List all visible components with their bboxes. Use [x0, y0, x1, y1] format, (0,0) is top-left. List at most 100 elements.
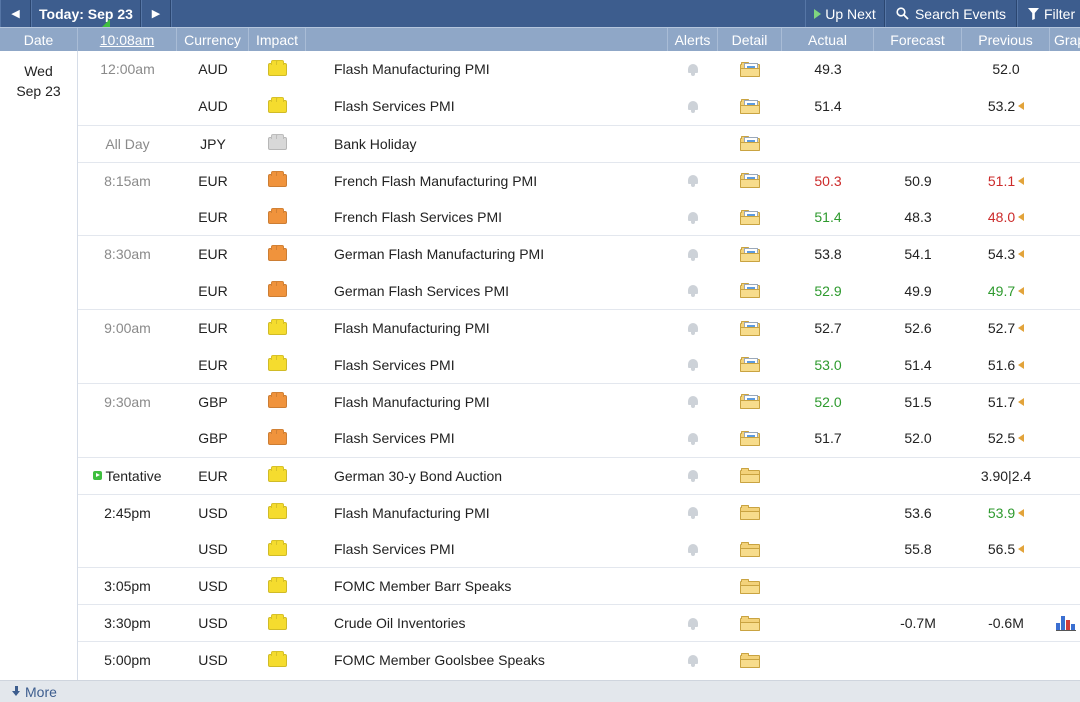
alert-cell[interactable] [668, 163, 718, 199]
revised-icon[interactable] [1018, 360, 1025, 369]
bell-icon[interactable] [687, 100, 699, 113]
revised-icon[interactable] [1018, 250, 1025, 259]
event-title[interactable]: Flash Services PMI [334, 356, 455, 373]
alert-cell[interactable] [668, 531, 718, 568]
detail-folder-icon[interactable] [740, 394, 760, 410]
event-title[interactable]: Flash Services PMI [334, 430, 455, 447]
alert-cell[interactable] [668, 88, 718, 125]
event-title[interactable]: Bank Holiday [334, 135, 417, 152]
detail-folder-icon[interactable] [740, 61, 760, 77]
detail-cell[interactable] [718, 199, 782, 236]
detail-folder-icon[interactable] [740, 136, 760, 152]
revised-icon[interactable] [1018, 508, 1025, 517]
up-next-button[interactable]: Up Next [805, 0, 885, 27]
bell-icon[interactable] [687, 322, 699, 335]
detail-cell[interactable] [718, 346, 782, 383]
today-button[interactable]: Today: Sep 23 [31, 0, 141, 27]
bell-icon[interactable] [687, 284, 699, 298]
revised-icon[interactable] [1018, 324, 1025, 333]
alert-cell[interactable] [668, 51, 718, 88]
event-row[interactable]: AUD Flash Services PMI 51.4 53.2 [78, 88, 1080, 125]
event-title[interactable]: Flash Manufacturing PMI [334, 320, 490, 337]
event-title[interactable]: German Flash Services PMI [334, 282, 510, 299]
alert-cell[interactable] [668, 605, 718, 641]
event-row[interactable]: USD Flash Services PMI 55.8 56.5 [78, 531, 1080, 568]
prev-day-button[interactable]: ◀ [0, 0, 31, 27]
search-events-button[interactable]: Search Events [885, 0, 1017, 27]
revised-icon[interactable] [1018, 213, 1025, 221]
graph-cell[interactable] [1050, 605, 1080, 641]
detail-folder-icon[interactable] [740, 652, 760, 668]
event-row[interactable]: EUR French Flash Services PMI 51.4 48.3 48.0 [78, 199, 1080, 236]
detail-folder-icon[interactable] [740, 578, 760, 594]
bell-icon[interactable] [687, 432, 699, 445]
revised-icon[interactable] [1018, 434, 1025, 443]
event-title[interactable]: Flash Manufacturing PMI [334, 504, 490, 521]
event-title[interactable]: Flash Services PMI [334, 98, 455, 115]
event-title[interactable]: German 30-y Bond Auction [334, 467, 503, 484]
bell-icon[interactable] [687, 358, 699, 372]
alert-cell[interactable] [668, 384, 718, 420]
alert-cell[interactable] [668, 236, 718, 272]
event-row[interactable]: 9:00am EUR Flash Manufacturing PMI 52.7 52.6… [78, 309, 1080, 346]
revised-icon[interactable] [1018, 102, 1025, 111]
event-title[interactable]: Flash Manufacturing PMI [334, 393, 490, 410]
bell-icon[interactable] [687, 174, 699, 188]
bell-icon[interactable] [687, 469, 699, 483]
event-row[interactable]: EUR Flash Services PMI 53.0 51.4 51.6 [78, 346, 1080, 383]
bell-icon[interactable] [687, 211, 699, 224]
detail-cell[interactable] [718, 420, 782, 457]
alert-cell[interactable] [668, 272, 718, 309]
revised-icon[interactable] [1018, 397, 1025, 406]
revised-icon[interactable] [1018, 286, 1025, 295]
bell-icon[interactable] [687, 506, 699, 520]
detail-cell[interactable] [718, 51, 782, 88]
detail-folder-icon[interactable] [740, 283, 760, 299]
event-title[interactable]: French Flash Manufacturing PMI [334, 172, 538, 189]
detail-folder-icon[interactable] [740, 615, 760, 631]
revised-icon[interactable] [1018, 176, 1025, 185]
bell-icon[interactable] [687, 395, 699, 409]
alert-cell[interactable] [668, 199, 718, 236]
alert-cell[interactable] [668, 310, 718, 346]
detail-folder-icon[interactable] [740, 541, 760, 557]
event-title[interactable]: French Flash Services PMI [334, 209, 503, 225]
detail-folder-icon[interactable] [740, 430, 760, 446]
event-row[interactable]: 3:05pm USD FOMC Member Barr Speaks [78, 567, 1080, 604]
alert-cell[interactable] [668, 420, 718, 457]
event-row[interactable]: 9:30am GBP Flash Manufacturing PMI 52.0 51.5… [78, 383, 1080, 420]
event-title[interactable]: FOMC Member Barr Speaks [334, 578, 512, 595]
header-current-time[interactable]: 10:08am [78, 28, 177, 51]
detail-cell[interactable] [718, 272, 782, 309]
detail-folder-icon[interactable] [740, 98, 760, 114]
event-row[interactable]: 3:30pm USD Crude Oil Inventories -0.7M -0.6M [78, 604, 1080, 641]
detail-folder-icon[interactable] [740, 173, 760, 189]
revised-icon[interactable] [1018, 545, 1025, 554]
event-row[interactable]: Tentative EUR German 30-y Bond Auction 3.90… [78, 456, 1080, 494]
detail-folder-icon[interactable] [740, 468, 760, 484]
bell-icon[interactable] [687, 63, 699, 76]
detail-cell[interactable] [718, 163, 782, 199]
detail-cell[interactable] [718, 495, 782, 531]
detail-cell[interactable] [718, 605, 782, 641]
alert-cell[interactable] [668, 458, 718, 494]
detail-cell[interactable] [718, 642, 782, 678]
detail-folder-icon[interactable] [740, 505, 760, 521]
detail-folder-icon[interactable] [740, 246, 760, 262]
alert-cell[interactable] [668, 495, 718, 531]
detail-cell[interactable] [718, 310, 782, 346]
filter-button[interactable]: Filter [1017, 0, 1080, 27]
event-title[interactable]: German Flash Manufacturing PMI [334, 246, 545, 263]
bell-icon[interactable] [687, 654, 699, 667]
event-title[interactable]: FOMC Member Goolsbee Speaks [334, 652, 545, 669]
detail-cell[interactable] [718, 88, 782, 125]
alert-cell[interactable] [668, 346, 718, 383]
detail-folder-icon[interactable] [740, 209, 760, 225]
detail-cell[interactable] [718, 126, 782, 162]
event-title[interactable]: Crude Oil Inventories [334, 615, 466, 632]
detail-cell[interactable] [718, 458, 782, 494]
detail-cell[interactable] [718, 568, 782, 604]
bar-graph-icon[interactable] [1056, 615, 1076, 632]
more-button[interactable]: More [0, 680, 1080, 702]
event-title[interactable]: Flash Manufacturing PMI [334, 61, 490, 78]
